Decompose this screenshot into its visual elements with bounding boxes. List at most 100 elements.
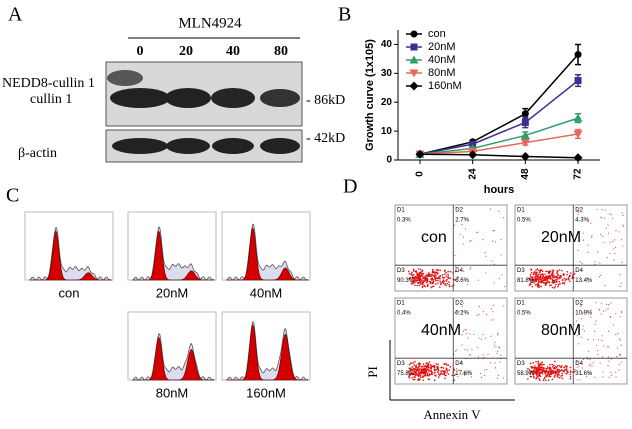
event-dot <box>622 224 624 226</box>
quadrant-value: 17.6% <box>455 371 473 377</box>
legend-label: con <box>428 28 446 40</box>
event-dot <box>409 374 411 376</box>
event-dot <box>559 274 562 277</box>
quadrant-value: 10.9% <box>575 311 593 317</box>
event-dot <box>550 284 552 286</box>
event-dot <box>533 280 536 282</box>
event-dot <box>544 379 547 381</box>
event-dot <box>426 374 429 377</box>
event-dot <box>618 273 621 276</box>
event-dot <box>610 302 612 304</box>
event-dot <box>454 270 457 273</box>
event-dot <box>426 273 428 276</box>
event-dot <box>537 360 540 363</box>
event-dot <box>544 370 546 372</box>
event-dot <box>543 377 546 380</box>
event-dot <box>433 369 436 372</box>
marker <box>573 153 583 163</box>
event-dot <box>621 261 623 263</box>
event-dot <box>437 276 440 278</box>
event-dot <box>470 239 472 242</box>
event-dot <box>603 310 605 312</box>
event-dot <box>592 339 594 341</box>
marker <box>573 113 583 122</box>
event-dot <box>615 246 617 248</box>
event-dot <box>620 344 622 346</box>
event-dot <box>444 377 446 380</box>
event-dot <box>471 348 473 351</box>
event-dot <box>605 309 607 311</box>
event-dot <box>439 280 441 283</box>
event-dot <box>554 365 557 368</box>
event-dot <box>556 370 558 373</box>
event-dot <box>577 249 579 251</box>
series-line <box>419 133 579 155</box>
x-tick-label: 24 <box>467 168 478 180</box>
x-tick-label: 48 <box>520 168 531 180</box>
event-dot <box>434 273 436 275</box>
event-dot <box>477 279 479 281</box>
event-dot <box>594 323 596 325</box>
event-dot <box>598 276 601 278</box>
event-dot <box>554 373 557 375</box>
event-dot <box>602 376 604 378</box>
event-dot <box>457 375 459 378</box>
event-dot <box>553 360 556 363</box>
event-dot <box>448 369 451 371</box>
event-dot <box>586 278 588 280</box>
event-dot <box>580 336 582 338</box>
event-dot <box>461 334 463 336</box>
event-dot <box>538 269 540 272</box>
event-dot <box>538 374 541 377</box>
event-dot <box>543 371 546 374</box>
legend-label: 20nM <box>428 41 456 53</box>
event-dot <box>431 373 434 376</box>
histogram-sphase <box>29 227 113 281</box>
event-dot <box>596 344 598 347</box>
event-dot <box>442 279 445 282</box>
event-dot <box>594 376 596 378</box>
marker <box>409 69 419 78</box>
event-dot <box>420 272 423 275</box>
event-dot <box>610 358 612 360</box>
event-dot <box>440 283 442 286</box>
event-dot <box>570 272 572 274</box>
event-dot <box>539 278 542 281</box>
event-dot <box>608 360 610 362</box>
event-dot <box>469 240 471 243</box>
quadrant-value: 58.9% <box>517 371 535 377</box>
event-dot <box>485 272 487 274</box>
event-dot <box>562 273 565 276</box>
event-dot <box>612 324 614 326</box>
dose: 40 <box>226 44 240 59</box>
event-dot <box>437 371 439 374</box>
event-dot <box>542 379 545 381</box>
event-dot <box>566 271 569 273</box>
event-dot <box>493 344 496 346</box>
event-dot <box>483 356 485 359</box>
event-dot <box>431 282 433 285</box>
event-dot <box>414 279 417 282</box>
event-dot <box>462 330 465 332</box>
event-dot <box>482 354 484 356</box>
histogram-sphase <box>132 333 216 381</box>
histogram-label: 80nM <box>156 385 189 400</box>
event-dot <box>427 272 430 274</box>
event-dot <box>622 214 624 216</box>
event-dot <box>408 278 411 280</box>
event-dot <box>413 376 415 378</box>
panel-label: B <box>338 4 351 26</box>
event-dot <box>428 272 431 275</box>
event-dot <box>542 274 545 277</box>
event-dot <box>427 364 430 366</box>
event-dot <box>428 370 430 373</box>
event-dot <box>576 360 578 362</box>
event-dot <box>557 274 560 277</box>
event-dot <box>485 314 488 316</box>
event-dot <box>437 366 440 369</box>
event-dot <box>497 332 499 334</box>
event-dot <box>443 276 445 279</box>
flow-label: 80nM <box>541 322 581 339</box>
event-dot <box>558 364 560 367</box>
